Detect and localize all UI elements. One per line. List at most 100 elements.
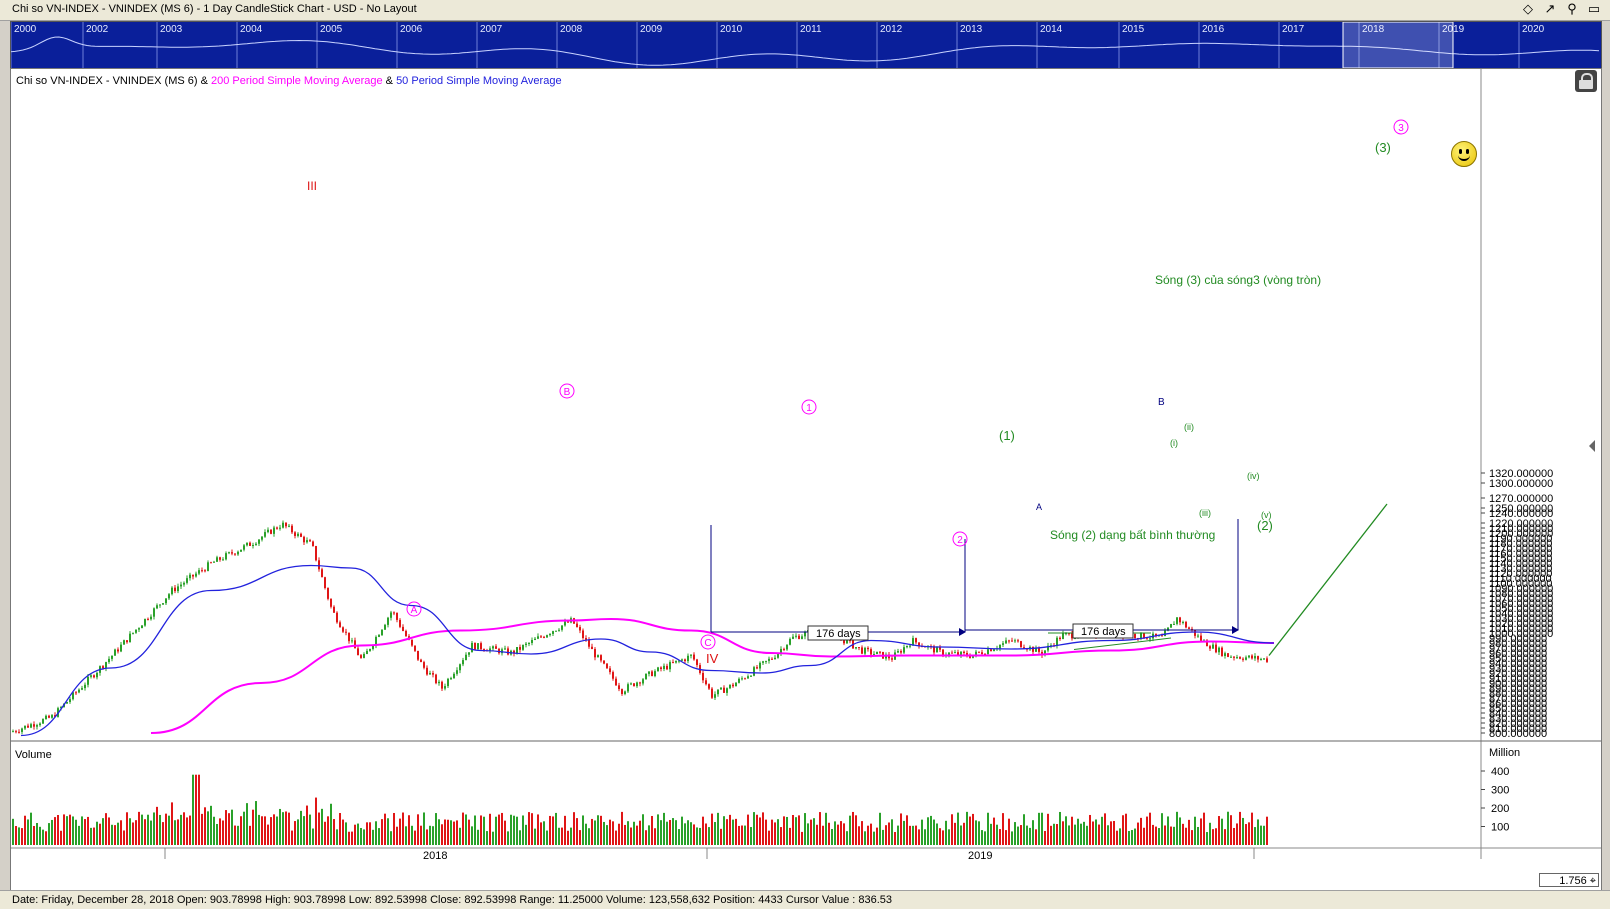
- candle-body: [693, 654, 695, 660]
- price-axis-label: 880.000000: [1489, 688, 1547, 700]
- price-axis-label: 1020.000000: [1489, 618, 1553, 630]
- volume-bar: [624, 824, 626, 845]
- candle-body: [768, 658, 770, 661]
- candle: [66, 701, 68, 704]
- candle-body: [900, 651, 902, 653]
- candle-body: [462, 660, 464, 665]
- volume-bar: [126, 812, 128, 845]
- candle-body: [240, 549, 242, 552]
- candle-body: [387, 617, 389, 625]
- volume-bar: [1206, 832, 1208, 845]
- candle-body: [978, 651, 980, 653]
- volume-bar: [264, 816, 266, 845]
- candle: [405, 629, 407, 637]
- volume-bar: [1107, 825, 1109, 845]
- overview-strip[interactable]: 2000 2002 2003 2004 2005 2006 2007 2008 2009 2010…: [10, 21, 1602, 69]
- draw-arrow-icon[interactable]: ↗: [1544, 1, 1556, 16]
- window-titlebar: Chi so VN-INDEX - VNINDEX (MS 6) - 1 Day…: [0, 0, 1610, 21]
- candle-body: [342, 627, 344, 632]
- candle-body: [453, 673, 455, 679]
- price-chart[interactable]: Chi so VN-INDEX - VNINDEX (MS 6) & 200 P…: [11, 69, 1601, 893]
- price-axis-label: 950.000000: [1489, 653, 1547, 665]
- volume-bar: [828, 822, 830, 845]
- candle: [1260, 657, 1262, 661]
- volume-bar: [819, 812, 821, 845]
- zoom-level[interactable]: 1.756 ⌖: [1539, 873, 1599, 887]
- volume-bar: [945, 820, 947, 845]
- lock-icon[interactable]: [1575, 70, 1597, 92]
- candle: [234, 553, 236, 556]
- candle: [423, 660, 425, 670]
- volume-bar: [240, 816, 242, 845]
- minimize-icon[interactable]: ▭: [1587, 1, 1601, 16]
- candle-body: [849, 640, 851, 642]
- wave-3-label: 3: [1398, 123, 1404, 134]
- volume-bar: [564, 815, 566, 845]
- wave-iv-label: IV: [706, 651, 719, 666]
- candle: [504, 645, 506, 651]
- volume-bar: [621, 811, 623, 845]
- candle-body: [624, 691, 626, 694]
- volume-bar: [645, 830, 647, 845]
- volume-bar: [426, 829, 428, 845]
- price-axis-label: 1270.000000: [1489, 493, 1553, 505]
- volume-bar: [423, 812, 425, 845]
- candle: [528, 642, 530, 647]
- candle-body: [447, 678, 449, 687]
- span1-arrow-head: [959, 628, 966, 636]
- candle: [147, 617, 149, 621]
- candle: [507, 646, 509, 656]
- diamond-icon[interactable]: ◇: [1523, 1, 1533, 16]
- candle-body: [294, 532, 296, 536]
- volume-bar: [1122, 815, 1124, 845]
- candle: [120, 642, 122, 653]
- candle-body: [234, 553, 236, 555]
- chart-area[interactable]: Chi so VN-INDEX - VNINDEX (MS 6) & 200 P…: [10, 68, 1602, 894]
- price-axis-label: 1000.000000: [1489, 628, 1553, 640]
- candle-body: [981, 652, 983, 654]
- volume-bar: [108, 817, 110, 845]
- wave-c-label: C: [704, 638, 711, 649]
- candle-body: [303, 536, 305, 543]
- volume-bar: [381, 819, 383, 845]
- price-axis-label: 1110.000000: [1489, 573, 1552, 585]
- volume-bar: [489, 813, 491, 845]
- volume-bar: [279, 808, 281, 845]
- volume-bar: [465, 814, 467, 845]
- volume-bar: [69, 814, 71, 845]
- volume-bar: [954, 822, 956, 845]
- candle: [1266, 656, 1268, 663]
- pin-icon[interactable]: ⚲: [1567, 1, 1577, 16]
- volume-bar: [1080, 823, 1082, 845]
- candle: [732, 682, 734, 688]
- volume-bar: [1197, 826, 1199, 845]
- volume-bar: [1245, 824, 1247, 845]
- candle: [687, 653, 689, 664]
- volume-bar: [1023, 814, 1025, 845]
- candle-body: [942, 649, 944, 656]
- candle-body: [456, 670, 458, 674]
- volume-bar: [453, 821, 455, 845]
- volume-bar: [117, 822, 119, 845]
- volume-bar: [900, 813, 902, 845]
- volume-bar: [273, 814, 275, 845]
- window-title: Chi so VN-INDEX - VNINDEX (MS 6) - 1 Day…: [12, 3, 417, 15]
- candle-body: [636, 682, 638, 687]
- candle-body: [969, 656, 971, 658]
- candle-body: [354, 640, 356, 649]
- volume-bar: [960, 825, 962, 845]
- volume-bar: [1200, 818, 1202, 845]
- candle-body: [1071, 633, 1073, 639]
- volume-bar: [627, 821, 629, 845]
- candle-body: [405, 630, 407, 637]
- volume-bar: [462, 812, 464, 845]
- candle: [753, 665, 755, 677]
- candle: [855, 647, 857, 650]
- candle: [150, 614, 152, 621]
- volume-bar: [315, 797, 317, 845]
- candle: [318, 557, 320, 572]
- candle-body: [1230, 656, 1232, 658]
- candle-body: [771, 658, 773, 660]
- candle-body: [264, 532, 266, 537]
- candle: [618, 682, 620, 692]
